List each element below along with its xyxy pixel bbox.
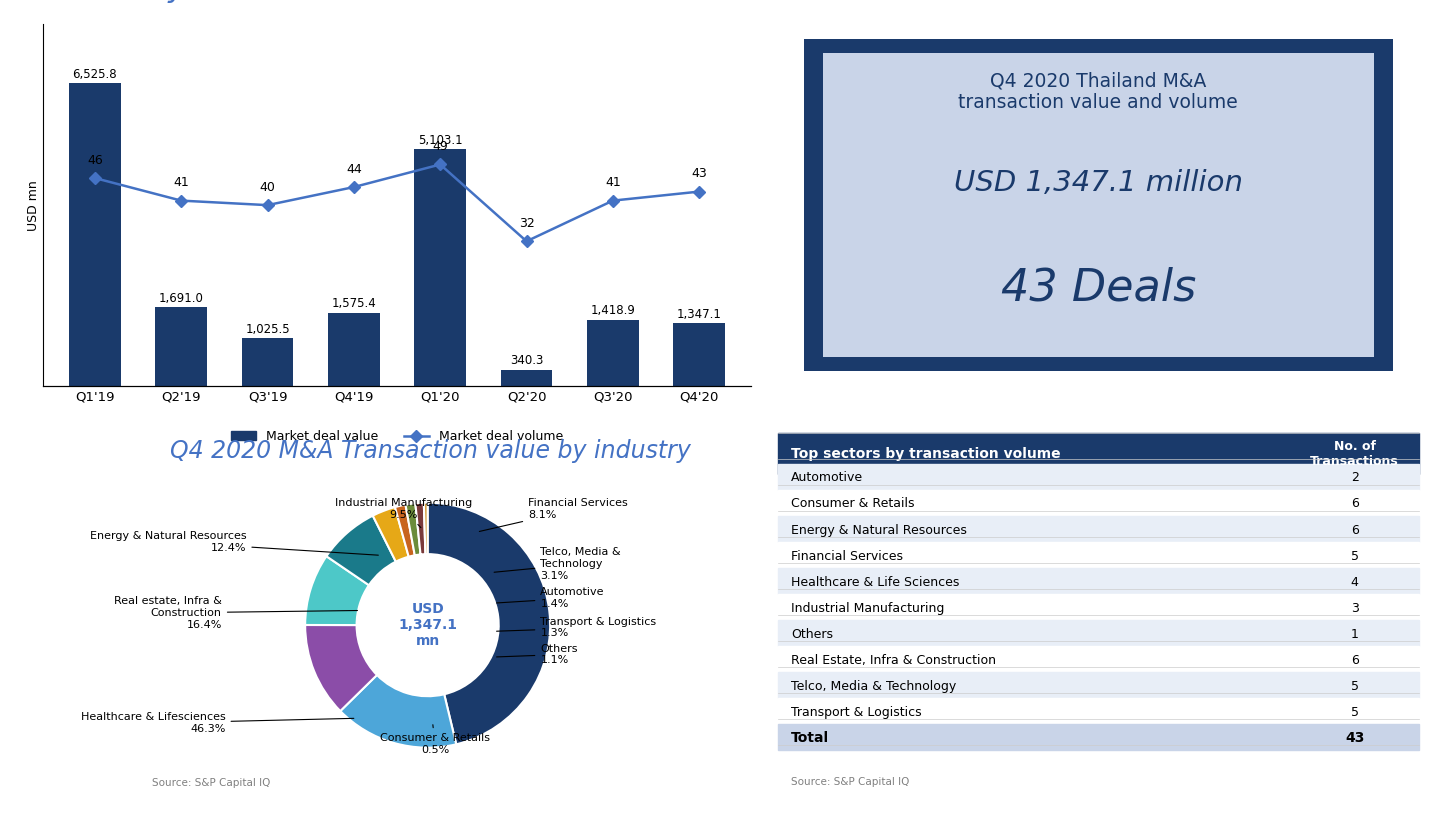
Text: 32: 32 xyxy=(519,217,535,230)
Bar xyxy=(155,307,206,385)
Wedge shape xyxy=(424,503,427,554)
Text: 41: 41 xyxy=(173,176,189,189)
Bar xyxy=(69,83,120,385)
Text: 41: 41 xyxy=(605,176,620,189)
Text: Total: Total xyxy=(791,731,828,745)
Text: Consumer & Retails: Consumer & Retails xyxy=(791,497,914,510)
Wedge shape xyxy=(327,516,396,585)
Text: 3: 3 xyxy=(1351,601,1358,615)
Text: Transport & Logistics: Transport & Logistics xyxy=(791,706,921,719)
Bar xyxy=(778,646,1419,672)
Text: 43: 43 xyxy=(1346,731,1364,745)
Wedge shape xyxy=(396,504,414,557)
Text: Automotive
1.4%: Automotive 1.4% xyxy=(497,588,605,609)
Bar xyxy=(778,433,1419,474)
Text: Industrial Manufacturing
9.5%: Industrial Manufacturing 9.5% xyxy=(334,498,471,527)
Text: Source: S&P Capital IQ: Source: S&P Capital IQ xyxy=(152,778,271,788)
Bar xyxy=(414,149,466,385)
Text: Q4 2020 Thailand M&A
transaction value and volume: Q4 2020 Thailand M&A transaction value a… xyxy=(959,72,1238,112)
Bar xyxy=(778,698,1419,724)
Text: 5: 5 xyxy=(1351,680,1358,693)
Text: Financial Services
8.1%: Financial Services 8.1% xyxy=(480,498,628,531)
Wedge shape xyxy=(406,504,420,555)
Text: 1,418.9: 1,418.9 xyxy=(590,304,635,317)
Text: 46: 46 xyxy=(87,154,103,167)
Text: 340.3: 340.3 xyxy=(510,355,543,368)
Text: Telco, Media & Technology: Telco, Media & Technology xyxy=(791,680,956,693)
Text: 49: 49 xyxy=(433,140,449,153)
Bar xyxy=(778,594,1419,620)
Text: M&A activity in Thailand: M&A activity in Thailand xyxy=(0,0,365,3)
Text: Transport & Logistics
1.3%: Transport & Logistics 1.3% xyxy=(497,617,656,638)
Text: Energy & Natural Resources
12.4%: Energy & Natural Resources 12.4% xyxy=(90,531,378,555)
Text: Real estate, Infra &
Construction
16.4%: Real estate, Infra & Construction 16.4% xyxy=(115,597,357,629)
Bar xyxy=(778,516,1419,542)
Text: Others
1.1%: Others 1.1% xyxy=(497,644,577,665)
Text: 43: 43 xyxy=(691,167,706,180)
Text: No. of
Transactions: No. of Transactions xyxy=(1310,440,1399,468)
Text: 5: 5 xyxy=(1351,549,1358,562)
Bar xyxy=(778,490,1419,516)
Bar xyxy=(778,568,1419,594)
Text: 5,103.1: 5,103.1 xyxy=(418,134,463,147)
Wedge shape xyxy=(416,503,426,554)
Text: Automotive: Automotive xyxy=(791,471,863,484)
Text: Source: S&P Capital IQ: Source: S&P Capital IQ xyxy=(791,777,909,787)
Wedge shape xyxy=(340,675,456,747)
Text: Q4 2020 M&A Transaction value by industry: Q4 2020 M&A Transaction value by industr… xyxy=(171,439,691,463)
Text: Top sectors by transaction volume: Top sectors by transaction volume xyxy=(791,447,1060,460)
Text: 43 Deals: 43 Deals xyxy=(1000,267,1197,310)
Text: Industrial Manufacturing: Industrial Manufacturing xyxy=(791,601,944,615)
Legend: Market deal value, Market deal volume: Market deal value, Market deal volume xyxy=(226,425,567,448)
Bar xyxy=(778,620,1419,646)
Wedge shape xyxy=(427,503,550,744)
Text: Real Estate, Infra & Construction: Real Estate, Infra & Construction xyxy=(791,654,996,667)
Text: USD 1,347.1 million: USD 1,347.1 million xyxy=(954,170,1242,197)
Wedge shape xyxy=(305,625,377,711)
Bar xyxy=(778,542,1419,568)
Wedge shape xyxy=(373,507,408,562)
Bar xyxy=(778,672,1419,698)
Text: 6: 6 xyxy=(1351,497,1358,510)
Text: Consumer & Retails
0.5%: Consumer & Retails 0.5% xyxy=(380,725,490,755)
Text: 6: 6 xyxy=(1351,654,1358,667)
Text: 6: 6 xyxy=(1351,523,1358,536)
Wedge shape xyxy=(305,556,368,625)
Text: 40: 40 xyxy=(259,181,275,194)
Text: 2: 2 xyxy=(1351,471,1358,484)
Bar xyxy=(588,320,639,385)
Text: USD
1,347.1
mn: USD 1,347.1 mn xyxy=(398,602,457,649)
Bar xyxy=(823,53,1374,357)
Text: 1: 1 xyxy=(1351,628,1358,641)
Bar xyxy=(500,370,553,385)
Text: Healthcare & Life Sciences: Healthcare & Life Sciences xyxy=(791,575,959,588)
Text: Financial Services: Financial Services xyxy=(791,549,903,562)
Text: 5: 5 xyxy=(1351,706,1358,719)
Text: Energy & Natural Resources: Energy & Natural Resources xyxy=(791,523,967,536)
Bar xyxy=(778,464,1419,490)
Text: 1,691.0: 1,691.0 xyxy=(159,292,203,305)
Text: Healthcare & Lifesciences
46.3%: Healthcare & Lifesciences 46.3% xyxy=(80,712,354,734)
Bar xyxy=(674,324,725,385)
Text: 44: 44 xyxy=(345,163,361,176)
Bar xyxy=(328,313,380,385)
Text: Others: Others xyxy=(791,628,833,641)
Text: 1,575.4: 1,575.4 xyxy=(331,297,377,310)
Y-axis label: USD mn: USD mn xyxy=(27,180,40,231)
Text: Telco, Media &
Technology
3.1%: Telco, Media & Technology 3.1% xyxy=(494,548,620,580)
Text: 4: 4 xyxy=(1351,575,1358,588)
Text: 1,025.5: 1,025.5 xyxy=(245,323,289,336)
Bar xyxy=(778,724,1419,750)
Text: 1,347.1: 1,347.1 xyxy=(676,307,722,320)
Text: 6,525.8: 6,525.8 xyxy=(73,68,118,81)
Bar xyxy=(242,338,294,385)
